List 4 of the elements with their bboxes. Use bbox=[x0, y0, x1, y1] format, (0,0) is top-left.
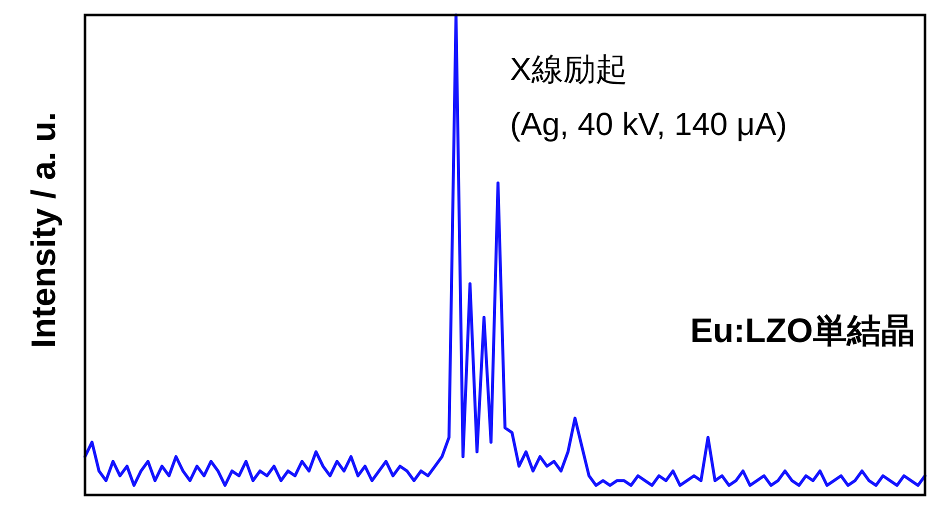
y-axis-title: Intensity / a. u. bbox=[25, 112, 63, 348]
annotation: Eu:LZO単結晶 bbox=[690, 312, 915, 350]
annotation: (Ag, 40 kV, 140 μA) bbox=[510, 106, 787, 142]
annotation: X線励起 bbox=[510, 51, 628, 87]
